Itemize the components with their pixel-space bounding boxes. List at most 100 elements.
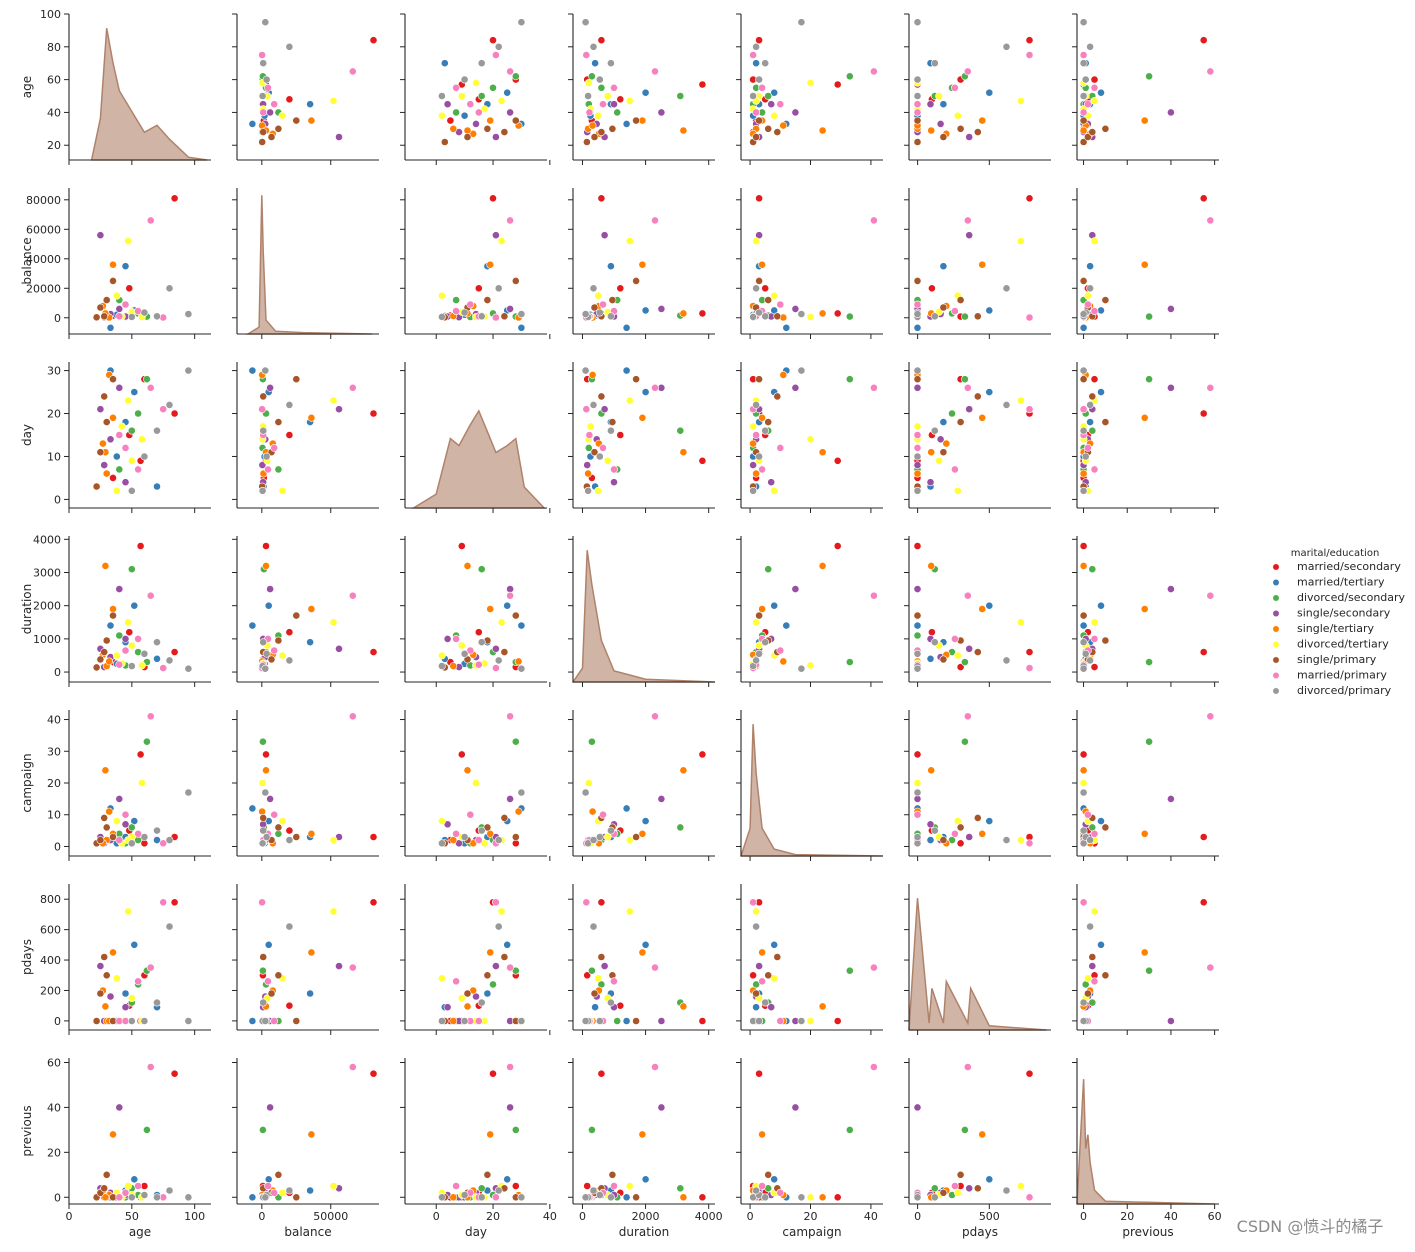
scatter-point: [1081, 452, 1090, 461]
scatter-point: [517, 1017, 526, 1025]
scatter-point: [581, 1193, 590, 1202]
scatter-point: [258, 92, 267, 100]
scatter-point: [452, 1182, 460, 1190]
scatter-point: [130, 1175, 139, 1184]
scatter-point: [503, 1175, 512, 1184]
panel: [568, 710, 715, 861]
scatter-point: [1140, 260, 1149, 269]
scatter-point: [845, 658, 854, 666]
scatter-point: [472, 79, 480, 87]
scatter-point: [474, 628, 483, 637]
scatter-point: [109, 276, 117, 285]
scatter-point: [1090, 307, 1099, 315]
scatter-point: [134, 635, 142, 643]
scatter-point: [588, 121, 597, 130]
panel: [232, 884, 379, 1035]
scatter-point: [264, 940, 273, 949]
scatter-point: [806, 661, 815, 670]
scatter-point: [776, 1188, 785, 1197]
scatter-point: [583, 461, 592, 469]
scatter-point: [137, 661, 146, 670]
panel: [736, 884, 883, 1035]
scatter-point: [115, 304, 124, 313]
scatter-point: [589, 284, 598, 293]
scatter-point: [153, 998, 161, 1007]
scatter-point: [1097, 601, 1105, 610]
scatter-point: [266, 795, 274, 803]
scatter-point: [676, 1184, 685, 1193]
scatter-point: [449, 1193, 458, 1202]
scatter-point: [466, 300, 475, 309]
scatter-point: [489, 1069, 497, 1078]
scatter-point: [506, 108, 514, 117]
scatter-point: [100, 312, 109, 321]
scatter-point: [625, 907, 634, 916]
scatter-point: [764, 1170, 773, 1179]
scatter-point: [936, 435, 945, 444]
scatter-point: [758, 948, 766, 957]
scatter-point: [1090, 375, 1099, 384]
scatter-point: [437, 92, 446, 100]
scatter-point: [506, 712, 514, 721]
scatter-point: [935, 456, 943, 465]
scatter-point: [913, 486, 922, 495]
scatter-point: [285, 1001, 294, 1010]
scatter-point: [511, 1182, 520, 1190]
scatter-point: [913, 649, 922, 658]
scatter-point: [248, 120, 257, 128]
scatter-point: [460, 1191, 469, 1199]
scatter-point: [102, 418, 111, 426]
scatter-point: [1199, 409, 1208, 418]
x-tick-label: 2000: [632, 1210, 660, 1223]
scatter-point: [956, 296, 965, 304]
scatter-point: [1079, 542, 1088, 550]
y-tick-label: 60: [47, 1056, 61, 1069]
scatter-point: [146, 591, 155, 600]
scatter-point: [953, 111, 962, 120]
scatter-point: [1079, 375, 1088, 384]
scatter-point: [463, 989, 472, 998]
scatter-point: [755, 649, 763, 658]
scatter-point: [770, 111, 779, 120]
scatter-point: [259, 108, 268, 117]
scatter-point: [477, 1193, 486, 1202]
scatter-point: [443, 635, 452, 643]
density-curve: [90, 28, 208, 161]
scatter-point: [758, 1182, 766, 1190]
scatter-point: [262, 562, 270, 570]
scatter-point: [1084, 974, 1092, 983]
scatter-point: [755, 308, 763, 317]
scatter-point: [930, 59, 939, 68]
scatter-point: [913, 750, 922, 759]
scatter-point: [797, 664, 806, 673]
scatter-point: [184, 1193, 193, 1202]
legend-marker: [1272, 563, 1280, 571]
scatter-point: [1145, 312, 1153, 321]
scatter-point: [109, 948, 117, 957]
scatter-point: [761, 998, 770, 1007]
scatter-point: [266, 108, 274, 117]
scatter-point: [121, 478, 130, 487]
x-tick-label: 0: [914, 1210, 921, 1223]
scatter-point: [651, 963, 659, 972]
scatter-point: [589, 42, 598, 51]
scatter-point: [1167, 383, 1175, 392]
scatter-point: [755, 1069, 763, 1078]
scatter-point: [146, 712, 155, 721]
scatter-point: [613, 108, 622, 117]
scatter-point: [752, 922, 760, 931]
scatter-point: [262, 750, 270, 759]
scatter-point: [632, 375, 640, 384]
scatter-point: [259, 59, 268, 68]
legend-label: married/secondary: [1297, 560, 1401, 573]
x-tick-label: 0: [1080, 1210, 1087, 1223]
scatter-point: [153, 836, 161, 844]
scatter-point: [755, 75, 763, 84]
scatter-point: [274, 1170, 283, 1179]
scatter-point: [270, 1017, 279, 1025]
scatter-point: [511, 72, 520, 81]
scatter-point: [248, 804, 257, 813]
scatter-point: [292, 116, 301, 125]
scatter-point: [939, 836, 948, 844]
scatter-point: [1167, 304, 1175, 313]
